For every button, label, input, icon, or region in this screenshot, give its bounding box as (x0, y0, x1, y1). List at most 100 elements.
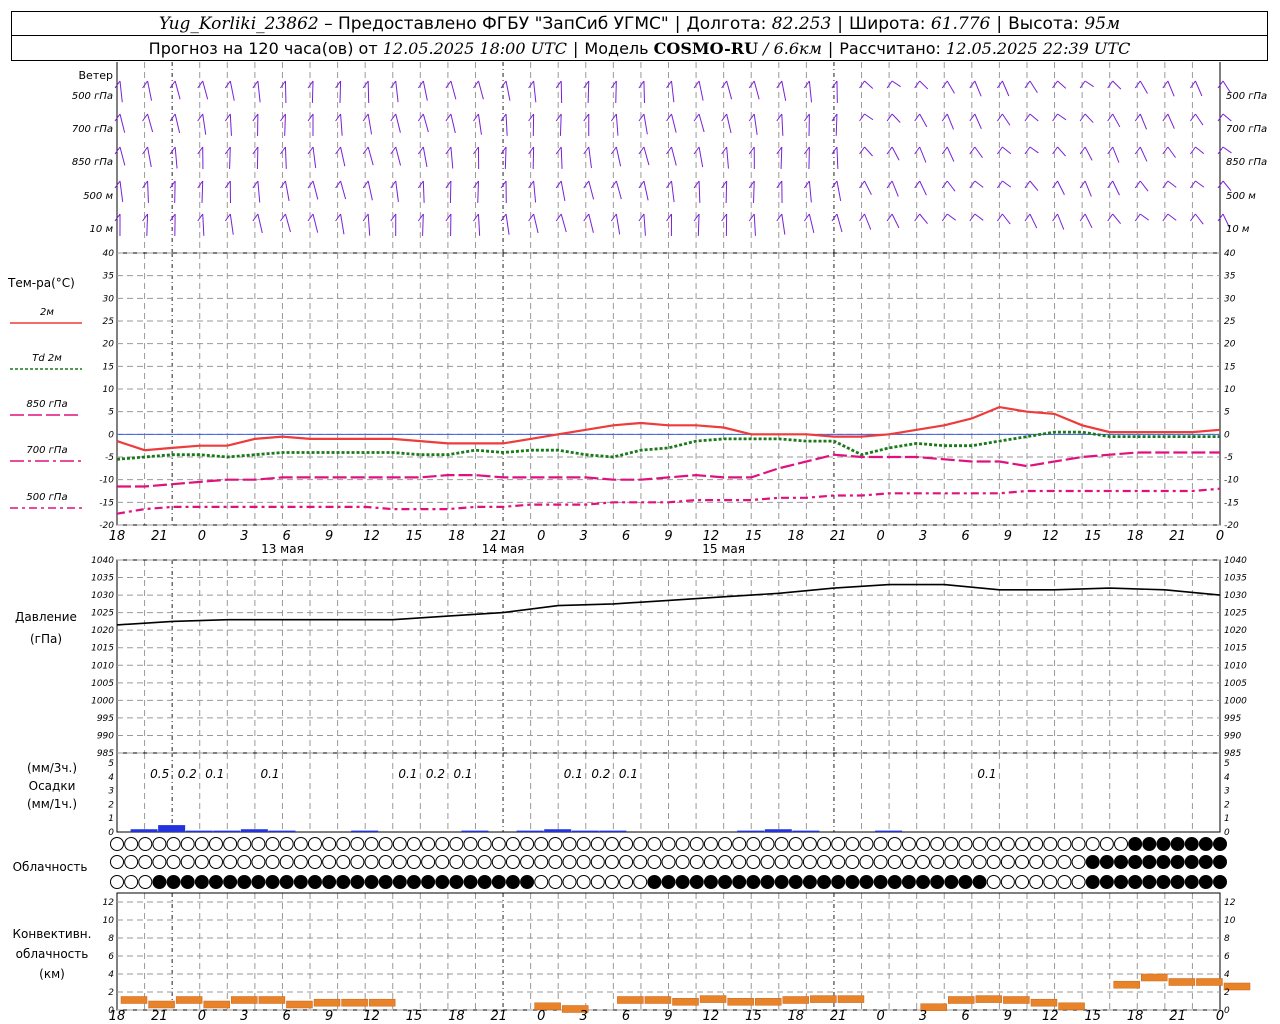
cloud-cover-circle (1128, 837, 1143, 851)
wind-barb-flag (693, 80, 700, 89)
hour-tick-label: 18 (448, 529, 465, 544)
cloud-cover-circle (307, 855, 322, 869)
temp-ytick-left: 20 (103, 340, 115, 350)
prec-ytick-right: 2 (1224, 800, 1230, 810)
wind-barb-shaft (1002, 146, 1012, 155)
cloud-cover-circle (732, 875, 747, 889)
wind-barb-flag (1217, 146, 1224, 155)
wind-barb-shaft (505, 213, 510, 235)
wind-barb-shaft (422, 146, 428, 168)
wind-barb-shaft (450, 146, 454, 169)
wind-barb-shaft (615, 146, 622, 167)
wind-barb-flag (114, 80, 121, 89)
wind-barb-shaft (367, 213, 371, 236)
cloud-cover-circle (1170, 837, 1185, 851)
cloud-cover-circle (590, 855, 605, 869)
prec-ytick-right: 4 (1224, 773, 1230, 783)
wind-barb-shaft (781, 80, 787, 101)
conv-title-1: Конвективн. (13, 927, 92, 941)
wind-barb-flag (390, 113, 397, 122)
hour-tick-label: 0 (876, 1009, 884, 1024)
cloud-cover-circle (251, 837, 266, 851)
temp-series-line (116, 487, 1221, 515)
cloud-cover-circle (548, 837, 563, 851)
wind-barb-flag (803, 113, 810, 122)
cloud-cover-circle (322, 837, 337, 851)
cloud-cover-circle (675, 875, 690, 889)
conv-ytick-left: 8 (108, 934, 114, 944)
cloud-cover-circle (406, 837, 421, 851)
wind-barb-flag (417, 146, 424, 155)
cloud-cover-circle (491, 855, 506, 869)
model-name: COSMO-RU (653, 38, 759, 58)
precip-title: Осадки (29, 779, 76, 793)
cloud-cover-circle (124, 855, 139, 869)
precip-bar (185, 830, 213, 832)
cloud-cover-circle (1128, 875, 1143, 889)
hour-tick-label: 21 (491, 529, 508, 544)
wind-barb-flag (142, 180, 148, 189)
calc-label: Рассчитано: (839, 38, 941, 58)
wind-barb-shaft (643, 80, 646, 103)
conv-cloud-bar (231, 996, 258, 1004)
wind-barb-shaft (1029, 113, 1039, 122)
wind-barb-shaft (1084, 146, 1093, 161)
temp-panel-title: Тем-ра(°C) (7, 276, 75, 290)
cloud-cover-circle (1043, 837, 1058, 851)
conv-cloud-bar (1003, 996, 1030, 1004)
wind-barb-shaft (340, 146, 346, 167)
cloud-cover-circle (916, 837, 931, 851)
wind-barb-flag (666, 113, 672, 122)
hour-tick-label: 18 (1127, 529, 1144, 544)
wind-barb-shaft (753, 113, 758, 135)
temp-ytick-right: -20 (1224, 521, 1239, 531)
cloud-cover-circle (831, 855, 846, 869)
cloud-cover-circle (548, 855, 563, 869)
wind-barb-shaft (1112, 113, 1121, 128)
cloud-cover-circle (364, 855, 379, 869)
wind-barb-shaft (587, 80, 590, 103)
cloud-cover-circle (972, 855, 987, 869)
wind-barb-shaft (450, 113, 456, 134)
hour-tick-label: 18 (787, 529, 804, 544)
wind-barb-shaft (533, 213, 539, 234)
wind-barb-flag (776, 113, 783, 122)
cloud-cover-circle (265, 855, 280, 869)
wind-barb-flag (473, 80, 479, 89)
conv-cloud-bar (120, 996, 148, 1004)
wind-barb-shaft (726, 113, 732, 134)
cloud-cover-circle (322, 855, 337, 869)
hour-tick-label: 12 (363, 1009, 380, 1024)
cloud-cover-circle (1085, 875, 1100, 889)
pres-ytick-right: 1005 (1224, 679, 1247, 689)
wind-barb-flag (693, 146, 700, 155)
temp-ytick-left: 25 (103, 317, 115, 327)
precip-3h-label: 0.5 (150, 767, 169, 781)
temp-legend-label: 500 гПа (26, 492, 67, 503)
wind-barb-flag (831, 80, 838, 89)
conv-ytick-right: 10 (1224, 916, 1236, 926)
cloud-cover-circle (180, 855, 195, 869)
wind-barb-flag (859, 146, 865, 155)
cloud-cover-circle (520, 837, 535, 851)
wind-barb-shaft (1194, 80, 1203, 97)
wind-barb-shaft (753, 180, 755, 203)
wind-barb-shaft (808, 213, 815, 234)
temp-ytick-left: 5 (108, 408, 114, 418)
cloud-cover-circle (463, 875, 478, 889)
wind-barb-flag (996, 113, 1003, 122)
wind-barb-flag (142, 146, 148, 155)
wind-barb-flag (528, 180, 535, 189)
wind-barb-flag (555, 146, 562, 155)
wind-barb-flag (721, 180, 728, 189)
wind-barb-shaft (1057, 80, 1067, 89)
conv-ytick-left: 12 (103, 898, 115, 908)
wind-barb-shaft (946, 213, 956, 221)
cloud-cover-circle (675, 855, 690, 869)
hour-tick-label: 6 (961, 1009, 969, 1024)
wind-barb-shaft (1222, 80, 1231, 93)
cloud-cover-circle (1029, 855, 1044, 869)
cloud-cover-circle (774, 855, 789, 869)
temp-ytick-left: -10 (99, 476, 114, 486)
wind-barb-shaft (946, 146, 955, 162)
